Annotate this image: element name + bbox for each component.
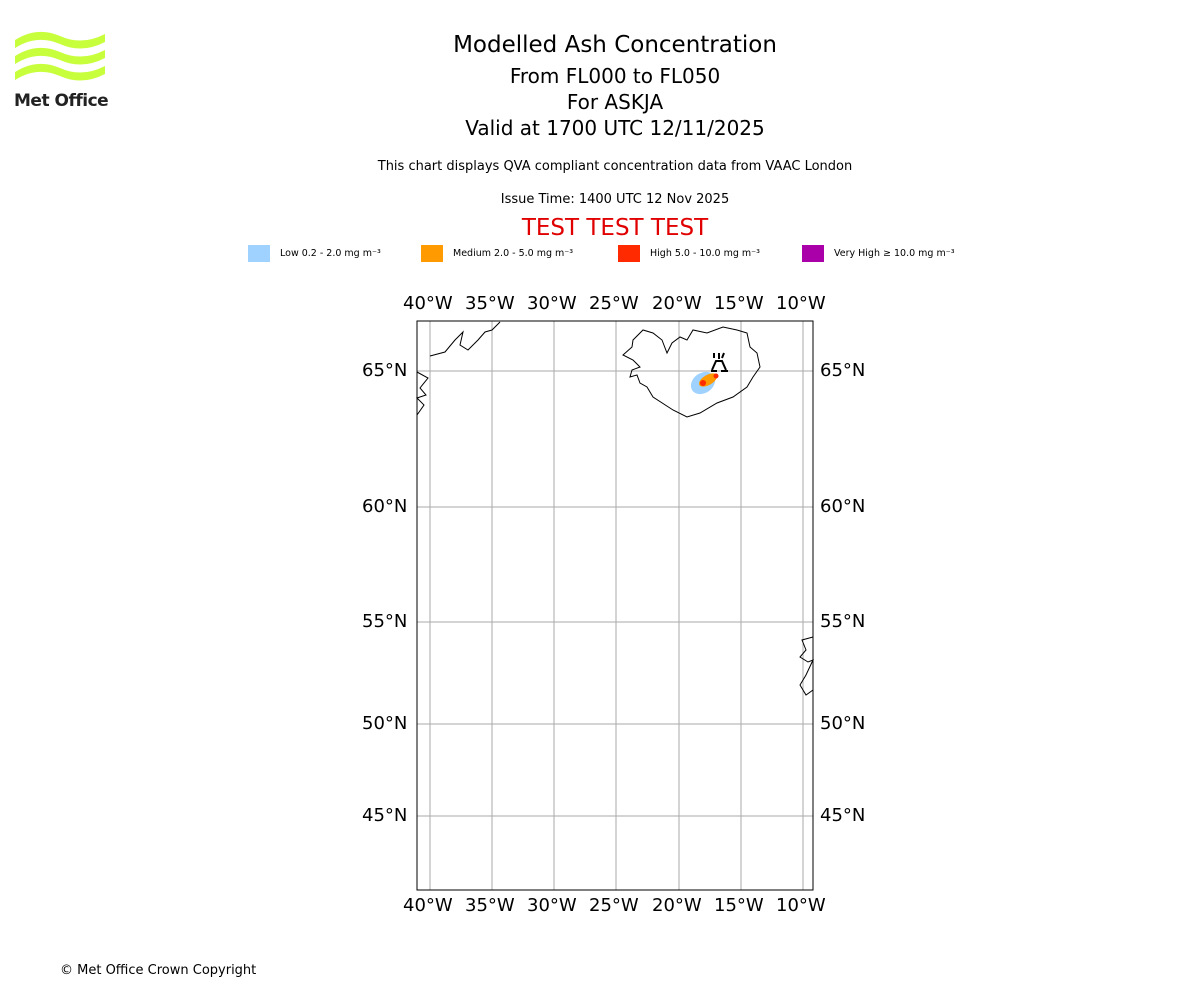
longitude-tick: 15°W [714,293,764,314]
greenland-coastline-west [416,371,429,416]
met-office-logo-text: Met Office [14,91,109,111]
latitude-tick: 45°N [820,805,866,826]
longitude-tick: 40°W [403,293,453,314]
longitude-tick: 10°W [776,293,826,314]
chart-title: Modelled Ash Concentration [453,32,777,58]
ash-plume [690,371,719,395]
latitude-tick: 45°N [362,805,408,826]
legend-item: Low 0.2 - 2.0 mg m⁻³ [248,245,381,262]
qva-note: This chart displays QVA compliant concen… [377,159,853,174]
longitude-tick: 20°W [652,293,702,314]
longitude-tick: 10°W [776,895,826,916]
test-banner: TEST TEST TEST [521,215,709,241]
copyright: © Met Office Crown Copyright [60,963,257,978]
legend-label: Very High ≥ 10.0 mg m⁻³ [834,248,955,259]
legend-swatch [248,245,270,262]
iceland-coastline [622,326,761,418]
longitude-tick: 20°W [652,895,702,916]
legend-label: Low 0.2 - 2.0 mg m⁻³ [280,248,381,259]
flight-levels: From FL000 to FL050 [509,64,721,88]
legend-item: High 5.0 - 10.0 mg m⁻³ [618,245,760,262]
greenland-coastline [429,321,501,357]
map-frame [416,320,814,891]
latitude-tick: 60°N [820,496,866,517]
longitude-tick: 25°W [589,895,639,916]
legend-item: Medium 2.0 - 5.0 mg m⁻³ [421,245,573,262]
british-isles-coastline [799,636,814,696]
valid-time: Valid at 1700 UTC 12/11/2025 [465,116,765,140]
longitude-tick: 30°W [527,895,577,916]
latitude-tick: 55°N [362,611,408,632]
longitude-tick: 30°W [527,293,577,314]
longitude-tick: 40°W [403,895,453,916]
latitude-tick: 55°N [820,611,866,632]
longitude-tick: 25°W [589,293,639,314]
latitude-tick: 60°N [362,496,408,517]
legend-swatch [618,245,640,262]
legend-swatch [421,245,443,262]
legend-label: High 5.0 - 10.0 mg m⁻³ [650,248,760,259]
volcano-icon [711,352,728,372]
legend-label: Medium 2.0 - 5.0 mg m⁻³ [453,248,574,259]
latitude-tick: 50°N [362,713,408,734]
latitude-tick: 65°N [820,360,866,381]
longitude-tick: 35°W [465,895,515,916]
longitude-tick: 35°W [465,293,515,314]
met-office-logo-waves [15,31,105,81]
volcano-name: For ASKJA [566,90,664,114]
issue-time: Issue Time: 1400 UTC 12 Nov 2025 [500,192,730,207]
legend-item: Very High ≥ 10.0 mg m⁻³ [802,245,955,262]
legend-swatch [802,245,824,262]
longitude-tick: 15°W [714,895,764,916]
latitude-tick: 65°N [362,360,408,381]
latitude-tick: 50°N [820,713,866,734]
